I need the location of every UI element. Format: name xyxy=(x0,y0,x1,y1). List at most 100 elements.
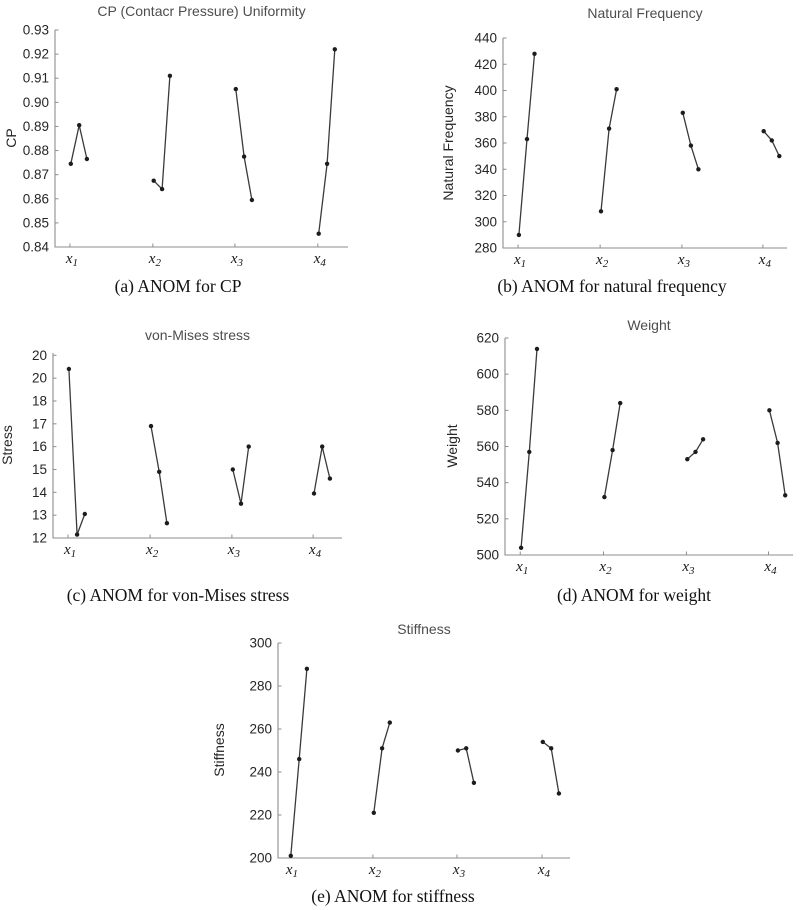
data-point-marker xyxy=(534,346,540,352)
chart-title: von-Mises stress xyxy=(145,327,250,343)
data-point-marker xyxy=(680,110,685,116)
data-point-marker xyxy=(167,73,173,79)
y-tick-label: 320 xyxy=(474,188,497,203)
series-line xyxy=(686,438,704,460)
y-tick-label: 280 xyxy=(474,241,497,256)
series-line xyxy=(313,446,331,494)
series-line xyxy=(518,53,536,235)
data-point-marker xyxy=(610,447,615,453)
y-tick-label: 20 xyxy=(32,348,47,363)
series-line xyxy=(763,130,780,157)
data-point-marker xyxy=(164,521,170,526)
x-tick-label: x1 xyxy=(65,251,78,269)
data-point-marker xyxy=(387,720,392,725)
data-point-marker xyxy=(77,123,82,128)
y-tick-label: 200 xyxy=(249,851,272,866)
series-line xyxy=(68,368,86,535)
data-point-marker xyxy=(618,400,623,406)
chart-cp: CP (Contacr Pressure) Uniformity CP 0.84 0.… xyxy=(0,0,400,272)
y-tick-label: 17 xyxy=(32,416,47,431)
axis-lines xyxy=(52,353,342,539)
y-tick-label: 18 xyxy=(32,393,47,408)
y-tick-label: 520 xyxy=(476,511,499,526)
data-point-marker xyxy=(693,449,698,455)
y-tick-label: 220 xyxy=(249,808,272,823)
y-tick-label: 300 xyxy=(474,214,497,229)
series-line xyxy=(682,112,700,170)
series-line xyxy=(318,49,336,234)
x-tick-label: x2 xyxy=(148,251,162,269)
data-point-marker xyxy=(614,87,619,92)
series-line xyxy=(150,425,168,524)
axis-lines xyxy=(504,338,793,556)
y-tick-label: 0.89 xyxy=(23,119,49,134)
x-tick-label: x4 xyxy=(308,542,322,560)
y-tick-label: 0.92 xyxy=(23,47,49,62)
y-tick-label: 12 xyxy=(32,531,47,546)
series-line xyxy=(235,89,253,201)
data-point-marker xyxy=(700,437,706,442)
y-tick-label: 20 xyxy=(32,371,47,386)
chart-stiff: Stiffness Stiffness 200 220 240 260 280 300 x1 x2… xyxy=(180,620,620,884)
y-tick-label: 0.91 xyxy=(23,71,49,86)
y-tick-label: 300 xyxy=(249,636,272,651)
y-tick-label: 540 xyxy=(476,475,499,490)
data-point-marker xyxy=(148,423,154,429)
data-point-marker xyxy=(82,511,88,517)
x-tick-label: x3 xyxy=(452,862,466,880)
axis-lines xyxy=(54,30,348,248)
x-tick-label: x2 xyxy=(368,862,382,880)
x-tick-label: x2 xyxy=(598,559,612,577)
x-tick-label: x4 xyxy=(313,251,327,269)
chart-title: Stiffness xyxy=(397,621,450,637)
series-line xyxy=(520,348,538,548)
data-point-marker xyxy=(379,746,385,751)
y-axis-label: Natural Frequency xyxy=(440,85,456,200)
data-point-marker xyxy=(288,853,293,858)
series-line xyxy=(768,410,786,496)
y-tick-label: 380 xyxy=(474,109,497,124)
data-point-marker xyxy=(320,444,325,449)
data-point-marker xyxy=(775,440,780,446)
y-tick-label: 620 xyxy=(476,331,499,346)
y-tick-label: 420 xyxy=(474,57,497,72)
y-tick-label: 0.88 xyxy=(23,143,49,158)
data-point-marker xyxy=(159,186,165,192)
caption-c: (c) ANOM for von-Mises stress xyxy=(66,585,290,605)
data-point-marker xyxy=(84,156,90,162)
data-point-marker xyxy=(783,493,788,498)
data-point-marker xyxy=(297,756,302,762)
x-tick-label: x3 xyxy=(227,542,241,560)
data-point-marker xyxy=(157,469,162,474)
chart-title: CP (Contacr Pressure) Uniformity xyxy=(97,3,305,19)
data-point-marker xyxy=(464,746,469,751)
y-tick-label: 360 xyxy=(474,136,497,151)
data-point-marker xyxy=(74,532,80,537)
data-point-marker xyxy=(598,209,604,214)
data-point-marker xyxy=(246,444,251,449)
y-tick-label: 340 xyxy=(474,162,497,177)
data-point-marker xyxy=(316,231,321,236)
data-point-marker xyxy=(516,232,522,238)
data-point-marker xyxy=(556,791,562,796)
y-tick-label: 580 xyxy=(476,403,499,418)
y-tick-label: 16 xyxy=(32,439,47,454)
x-tick-label: x3 xyxy=(677,252,691,270)
y-tick-label: 0.90 xyxy=(23,95,49,110)
x-tick-label: x1 xyxy=(285,862,298,880)
data-point-marker xyxy=(540,739,545,745)
series-line xyxy=(600,89,618,212)
data-point-marker xyxy=(518,545,524,550)
data-point-marker xyxy=(532,51,537,56)
axis-lines xyxy=(277,643,570,859)
data-point-marker xyxy=(455,748,461,753)
chart-title: Weight xyxy=(627,317,670,333)
series-line xyxy=(70,125,88,164)
data-point-marker xyxy=(230,467,235,472)
data-point-marker xyxy=(688,143,694,148)
axis-lines xyxy=(502,38,787,249)
data-point-marker xyxy=(304,666,310,671)
chart-freq: Natural Frequency Natural Frequency 280 300… xyxy=(400,0,800,272)
series-line xyxy=(457,747,475,783)
